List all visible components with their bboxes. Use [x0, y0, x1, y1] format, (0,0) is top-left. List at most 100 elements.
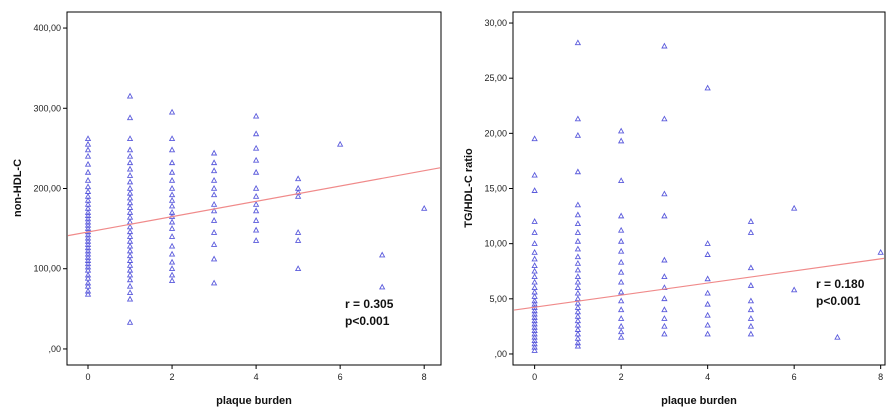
- data-point: [252, 184, 260, 191]
- data-point: [168, 184, 176, 191]
- data-point: [84, 140, 92, 147]
- data-point: [168, 191, 176, 198]
- data-point: [574, 229, 582, 235]
- data-point: [84, 263, 92, 270]
- data-point: [574, 330, 582, 337]
- data-point: [747, 282, 755, 288]
- data-point: [747, 297, 755, 304]
- data-point: [168, 168, 176, 175]
- data-point: [661, 256, 668, 263]
- data-point: [252, 217, 260, 223]
- data-point: [531, 323, 538, 330]
- y-axis: ,00 100,00 200,00 300,00 400,00: [33, 23, 67, 354]
- data-point: [661, 212, 668, 219]
- data-point: [168, 265, 176, 271]
- data-point: [126, 194, 134, 201]
- data-point: [126, 276, 134, 283]
- y-tick-label: ,00: [494, 349, 507, 359]
- data-point: [168, 225, 176, 231]
- data-point: [704, 251, 711, 257]
- data-point: [126, 318, 134, 325]
- data-point: [84, 225, 92, 231]
- data-point: [531, 320, 538, 327]
- data-point: [84, 221, 92, 228]
- data-point: [126, 152, 134, 159]
- data-point: [531, 284, 538, 291]
- data-point: [747, 315, 755, 321]
- data-point: [252, 207, 260, 214]
- data-point: [574, 289, 582, 296]
- data-point: [531, 300, 538, 307]
- data-point: [84, 135, 92, 142]
- data-point: [84, 183, 92, 190]
- data-point: [574, 237, 582, 244]
- data-point: [574, 317, 582, 324]
- data-point: [747, 229, 755, 235]
- tg-hdl-ratio-scatter-chart: ,00 5,00 10,00 15,00 20,00 25,00 30,00 0 2 4 6 8 r…: [463, 11, 886, 407]
- data-point: [531, 347, 538, 353]
- data-point: [574, 266, 582, 273]
- data-point: [84, 266, 92, 273]
- data-point: [210, 176, 218, 183]
- data-point: [791, 286, 798, 293]
- data-point: [617, 177, 625, 184]
- data-point: [168, 277, 176, 284]
- data-point: [84, 290, 92, 297]
- x-tick-label: 6: [338, 372, 343, 382]
- data-point: [617, 258, 625, 265]
- data-point: [747, 322, 755, 329]
- data-point: [126, 271, 134, 278]
- data-point: [574, 312, 582, 319]
- data-point: [126, 114, 134, 121]
- data-point: [791, 204, 798, 211]
- data-point: [704, 240, 711, 246]
- y-tick-label: 20,00: [484, 128, 507, 138]
- x-tick-label: 4: [705, 372, 710, 382]
- data-point: [168, 242, 176, 249]
- x-axis: 0 2 4 6 8: [86, 365, 427, 382]
- data-point: [84, 257, 92, 263]
- data-point: [661, 295, 668, 302]
- y-tick-label: 400,00: [33, 23, 61, 33]
- data-point: [531, 340, 538, 347]
- data-point: [168, 271, 176, 278]
- data-point: [294, 175, 302, 182]
- data-point: [617, 288, 625, 295]
- data-point: [617, 226, 625, 233]
- data-point: [210, 229, 218, 235]
- data-point: [252, 192, 260, 199]
- y-tick-label: 25,00: [484, 73, 507, 83]
- data-point: [126, 189, 134, 196]
- data-point: [531, 187, 538, 193]
- x-tick-label: 8: [422, 372, 427, 382]
- data-point: [877, 248, 884, 255]
- y-tick-label: 30,00: [484, 18, 507, 28]
- data-point: [531, 240, 538, 246]
- data-point: [531, 317, 538, 324]
- data-point: [574, 115, 582, 122]
- data-point: [84, 152, 92, 159]
- data-point: [252, 112, 260, 119]
- correlation-r-label: r = 0.305: [345, 297, 394, 311]
- data-point: [704, 289, 711, 296]
- data-point: [168, 108, 176, 115]
- x-tick-label: 2: [619, 372, 624, 382]
- data-point: [126, 172, 134, 178]
- data-point: [210, 241, 218, 247]
- plot-frame: [66, 11, 442, 366]
- data-point: [617, 306, 625, 313]
- data-point: [531, 135, 538, 142]
- data-point: [84, 279, 92, 286]
- data-point: [834, 333, 841, 340]
- data-points: [531, 39, 884, 353]
- data-point: [617, 127, 625, 134]
- data-point: [747, 264, 755, 271]
- data-point: [336, 140, 344, 147]
- data-point: [168, 202, 176, 209]
- data-point: [210, 217, 218, 223]
- data-point: [617, 212, 625, 219]
- data-point: [531, 218, 538, 224]
- data-point: [252, 144, 260, 151]
- data-point: [210, 149, 218, 156]
- data-point: [421, 205, 428, 211]
